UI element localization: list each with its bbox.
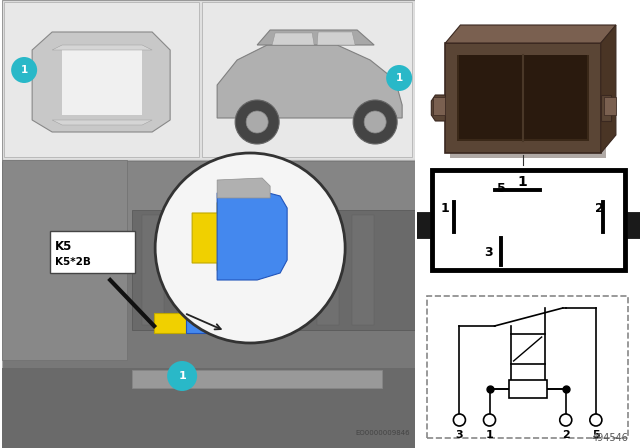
Bar: [433, 170, 625, 270]
Polygon shape: [192, 190, 227, 278]
Bar: [2, 368, 415, 448]
Bar: [352, 215, 374, 325]
Polygon shape: [217, 178, 270, 198]
Polygon shape: [32, 32, 170, 132]
Bar: [212, 215, 234, 325]
Circle shape: [560, 414, 572, 426]
Text: 5: 5: [497, 182, 506, 195]
Text: 1: 1: [20, 65, 28, 75]
Polygon shape: [217, 45, 402, 118]
Polygon shape: [52, 45, 152, 50]
Polygon shape: [627, 212, 640, 238]
Polygon shape: [431, 95, 445, 121]
Text: 494546: 494546: [591, 433, 628, 443]
Bar: [428, 296, 628, 438]
Circle shape: [590, 414, 602, 426]
Text: 1: 1: [179, 371, 186, 381]
Text: 1: 1: [486, 430, 493, 440]
Circle shape: [167, 361, 197, 391]
Bar: [2, 160, 415, 448]
Bar: [451, 48, 606, 158]
Bar: [186, 313, 214, 333]
Bar: [317, 215, 339, 325]
Polygon shape: [416, 212, 430, 238]
Polygon shape: [272, 33, 314, 45]
Circle shape: [453, 414, 465, 426]
Bar: [177, 215, 199, 325]
Bar: [604, 97, 616, 115]
Text: 1: 1: [440, 202, 449, 215]
Bar: [4, 2, 199, 157]
Bar: [154, 313, 186, 333]
Bar: [62, 50, 142, 115]
Text: 3: 3: [484, 246, 493, 258]
Bar: [2, 162, 415, 240]
Text: 2: 2: [595, 202, 604, 215]
Bar: [282, 215, 304, 325]
Polygon shape: [445, 25, 616, 43]
Bar: [511, 334, 545, 364]
Bar: [132, 210, 415, 330]
Bar: [50, 231, 135, 273]
Bar: [2, 160, 127, 360]
Polygon shape: [257, 30, 374, 45]
Circle shape: [235, 100, 279, 144]
Polygon shape: [601, 25, 616, 153]
Polygon shape: [317, 32, 355, 45]
Circle shape: [11, 57, 37, 83]
Bar: [509, 380, 547, 398]
Text: 3: 3: [456, 430, 463, 440]
Circle shape: [364, 111, 386, 133]
Bar: [142, 215, 164, 325]
Bar: [132, 370, 382, 388]
Circle shape: [386, 65, 412, 91]
Polygon shape: [52, 120, 152, 125]
Circle shape: [483, 414, 495, 426]
Circle shape: [353, 100, 397, 144]
Bar: [2, 0, 415, 160]
Text: K5*2B: K5*2B: [55, 257, 91, 267]
Bar: [458, 55, 589, 141]
Bar: [445, 43, 601, 153]
Text: 2: 2: [562, 430, 570, 440]
Circle shape: [155, 153, 345, 343]
Polygon shape: [601, 95, 611, 121]
Circle shape: [246, 111, 268, 133]
Text: EO0000009846: EO0000009846: [355, 430, 410, 436]
Bar: [433, 97, 445, 115]
Text: 5: 5: [592, 430, 600, 440]
Polygon shape: [217, 190, 287, 280]
Text: 1: 1: [518, 175, 527, 189]
Text: K5: K5: [55, 240, 72, 253]
Text: 1: 1: [396, 73, 403, 83]
Bar: [460, 55, 587, 139]
Bar: [247, 215, 269, 325]
Bar: [202, 2, 412, 157]
